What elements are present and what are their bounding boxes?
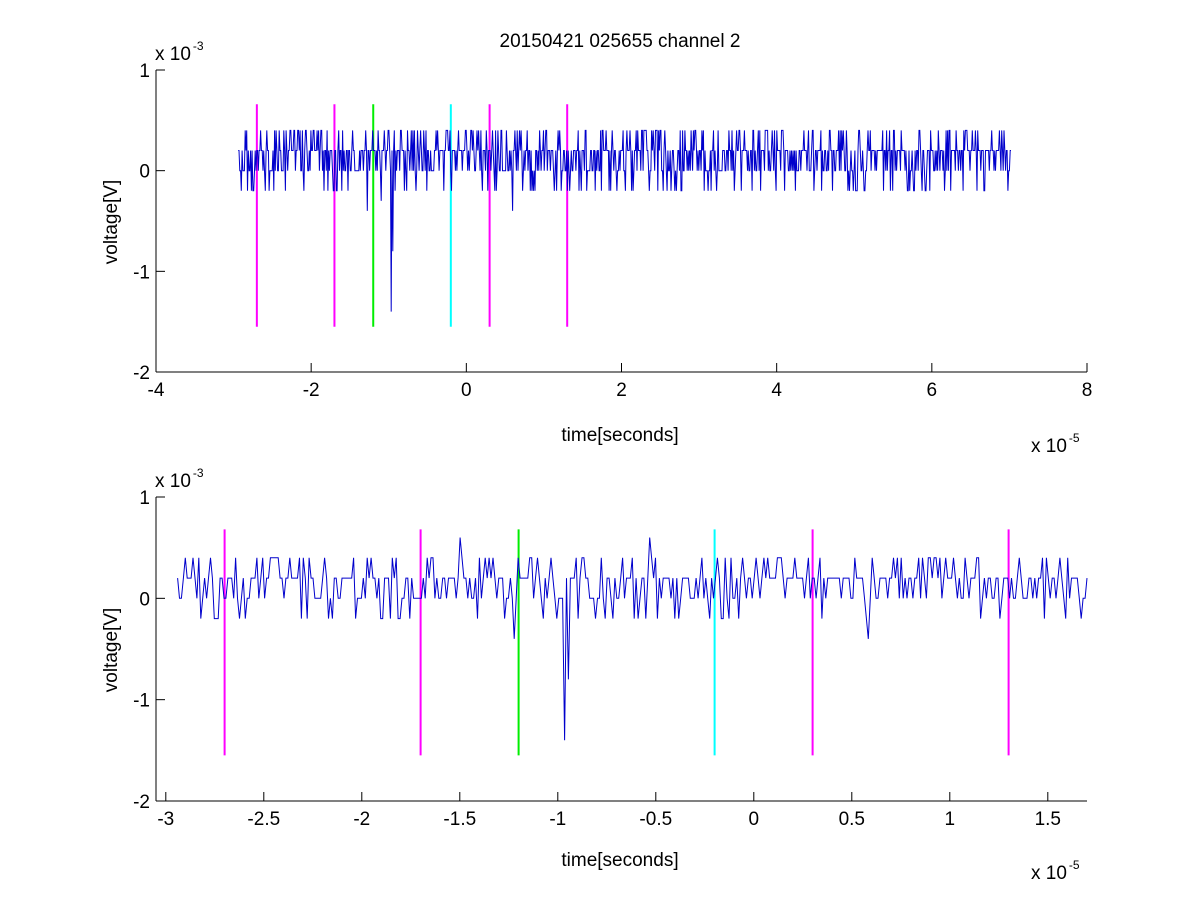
top-plot-x-ticks: -4 -2 0 2 4 6 8 bbox=[148, 363, 1093, 401]
y-tick-label: -2 bbox=[133, 792, 150, 813]
bottom-plot-x-multiplier: x 10 -5 bbox=[1031, 858, 1080, 884]
x-tick-label: -2 bbox=[353, 809, 370, 830]
y-tick-label: 0 bbox=[139, 589, 150, 610]
bottom-plot-markers bbox=[223, 529, 1010, 756]
bottom-plot: -3 -2.5 -2 -1.5 -1 -0.5 0 0.5 1 1.5 -2 -1 0 1 time[s… bbox=[101, 466, 1088, 884]
x-tick-label: 0 bbox=[461, 380, 472, 401]
x-tick-label: -3 bbox=[157, 809, 174, 830]
signal-trace bbox=[177, 537, 1088, 741]
bottom-plot-xlabel: time[seconds] bbox=[561, 850, 678, 871]
bottom-plot-y-multiplier: x 10 -3 bbox=[155, 466, 204, 492]
y-tick-label: -1 bbox=[133, 691, 150, 712]
top-plot-y-multiplier: x 10 -3 bbox=[155, 39, 204, 65]
x-tick-label: -1.5 bbox=[443, 809, 476, 830]
y-tick-label: 1 bbox=[139, 61, 150, 82]
y-tick-label: 0 bbox=[139, 162, 150, 183]
signal-trace bbox=[238, 129, 1011, 312]
top-plot-xlabel: time[seconds] bbox=[561, 425, 678, 446]
figure-title: 20150421 025655 channel 2 bbox=[500, 31, 741, 52]
x-tick-label: 1 bbox=[945, 809, 956, 830]
x-tick-label: 0.5 bbox=[839, 809, 865, 830]
bottom-plot-axes bbox=[155, 497, 1087, 802]
y-tick-label: -1 bbox=[133, 262, 150, 283]
x-tick-label: 1.5 bbox=[1035, 809, 1061, 830]
x-tick-label: 4 bbox=[771, 380, 782, 401]
x-tick-label: -2.5 bbox=[247, 809, 280, 830]
x-tick-label: -0.5 bbox=[639, 809, 672, 830]
top-plot-markers bbox=[255, 104, 569, 327]
top-plot-ylabel: voltage[V] bbox=[101, 180, 122, 265]
y-tick-label: 1 bbox=[139, 488, 150, 509]
y-tick-label: -2 bbox=[133, 363, 150, 384]
bottom-plot-x-ticks: -3 -2.5 -2 -1.5 -1 -0.5 0 0.5 1 1.5 bbox=[157, 792, 1061, 830]
top-plot: -4 -2 0 2 4 6 8 -2-101 time[seconds] voltage[V… bbox=[101, 39, 1092, 457]
x-tick-label: 6 bbox=[927, 380, 938, 401]
x-tick-label: -2 bbox=[303, 380, 320, 401]
top-plot-axes bbox=[155, 70, 1087, 373]
top-plot-y-ticks: -2 -1 0 1 bbox=[133, 61, 165, 384]
bottom-plot-y-ticks: -2 -1 0 1 bbox=[133, 488, 165, 813]
x-tick-label: 0 bbox=[749, 809, 760, 830]
x-tick-label: 8 bbox=[1082, 380, 1093, 401]
bottom-plot-trace bbox=[177, 537, 1088, 741]
top-plot-x-multiplier: x 10 -5 bbox=[1031, 431, 1080, 457]
x-tick-label: -4 bbox=[148, 380, 165, 401]
bottom-plot-ylabel: voltage[V] bbox=[101, 608, 122, 693]
x-tick-label: -1 bbox=[549, 809, 566, 830]
x-tick-label: 2 bbox=[616, 380, 627, 401]
top-plot-trace bbox=[238, 129, 1011, 312]
